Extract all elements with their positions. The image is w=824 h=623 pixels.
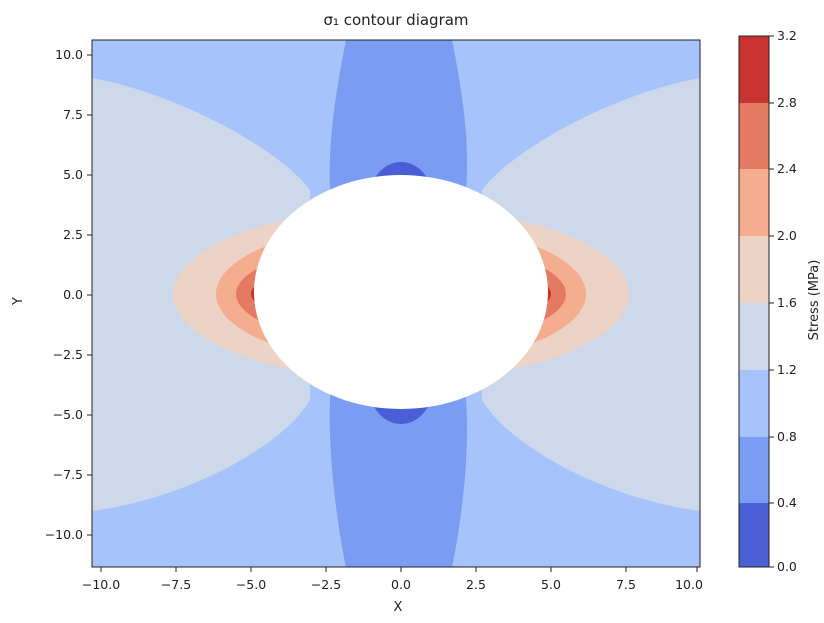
y-tick-label: 5.0	[63, 167, 83, 182]
y-tick-label: 0.0	[63, 287, 83, 302]
colorbar-tick-label: 3.2	[777, 28, 797, 43]
colorbar-swatch-0.0-0.4	[739, 503, 769, 567]
y-tick-label: −2.5	[53, 347, 83, 362]
x-tick-label: −2.5	[311, 577, 341, 592]
x-tick-label: −7.5	[161, 577, 191, 592]
x-axis-label: X	[394, 600, 403, 615]
y-tick-label: −7.5	[53, 467, 83, 482]
contour-plot-area	[92, 40, 700, 567]
x-tick-label: 0.0	[391, 577, 411, 592]
colorbar-swatch-0.4-0.8	[739, 437, 769, 503]
colorbar-swatch-1.6-2.0	[739, 236, 769, 303]
colorbar-swatch-0.8-1.2	[739, 370, 769, 437]
colorbar-swatch-2.8-3.2	[739, 36, 769, 103]
colorbar-swatch-1.2-1.6	[739, 303, 769, 370]
colorbar-tick-label: 2.4	[777, 161, 797, 176]
x-tick-label: 2.5	[466, 577, 486, 592]
y-tick-label: −10.0	[45, 527, 83, 542]
plot-frame	[91, 39, 701, 568]
x-tick-label: −5.0	[236, 577, 266, 592]
y-axis: 10.0 7.5 5.0 2.5 0.0 −2.5 −5.0 −7.5 −10.…	[11, 47, 92, 542]
colorbar-tick-label: 1.2	[777, 362, 797, 377]
x-tick-label: 5.0	[541, 577, 561, 592]
colorbar-frame	[738, 35, 770, 568]
colorbar-tick-label: 0.0	[777, 559, 797, 574]
y-tick-label: 2.5	[63, 227, 83, 242]
circular-hole	[254, 175, 548, 409]
colorbar-label: Stress (MPa)	[807, 260, 822, 341]
colorbar-tick-label: 1.6	[777, 295, 797, 310]
colorbar-tick-label: 2.8	[777, 95, 797, 110]
colorbar-tick-label: 2.0	[777, 228, 797, 243]
chart-title: σ₁ contour diagram	[323, 11, 468, 29]
y-tick-label: 10.0	[55, 47, 83, 62]
colorbar: 0.0 0.4 0.8 1.2 1.6 2.0 2.4 2.8 3.2 Stre…	[738, 28, 822, 574]
colorbar-swatch-2.0-2.4	[739, 169, 769, 236]
y-tick-label: −5.0	[53, 407, 83, 422]
colorbar-swatch-2.4-2.8	[739, 103, 769, 169]
x-tick-label: 7.5	[616, 577, 636, 592]
colorbar-tick-label: 0.8	[777, 429, 797, 444]
x-tick-label: −10.0	[82, 577, 120, 592]
y-axis-label: Y	[11, 297, 26, 306]
y-tick-label: 7.5	[63, 107, 83, 122]
colorbar-tick-label: 0.4	[777, 495, 797, 510]
x-tick-label: 10.0	[675, 577, 703, 592]
x-axis: −10.0 −7.5 −5.0 −2.5 0.0 2.5 5.0 7.5 10.…	[82, 567, 703, 615]
